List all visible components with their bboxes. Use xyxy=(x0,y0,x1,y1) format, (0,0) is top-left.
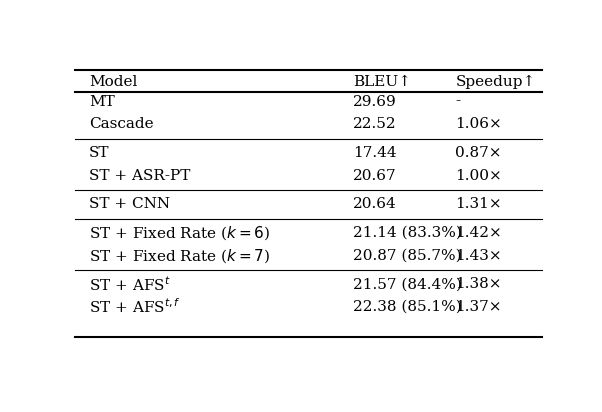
Text: 20.64: 20.64 xyxy=(353,197,397,211)
Text: Speedup↑: Speedup↑ xyxy=(456,75,536,89)
Text: ST: ST xyxy=(89,146,110,160)
Text: ST + Fixed Rate ($k = 6$): ST + Fixed Rate ($k = 6$) xyxy=(89,224,270,242)
Text: 1.31×: 1.31× xyxy=(456,197,502,211)
Text: 1.38×: 1.38× xyxy=(456,277,502,291)
Text: -: - xyxy=(456,94,461,108)
Text: 22.52: 22.52 xyxy=(353,117,397,131)
Text: ST + AFS$^t$: ST + AFS$^t$ xyxy=(89,275,171,294)
Text: 1.37×: 1.37× xyxy=(456,300,502,314)
Text: 1.00×: 1.00× xyxy=(456,169,502,183)
Text: Cascade: Cascade xyxy=(89,117,154,131)
Text: 29.69: 29.69 xyxy=(353,94,397,108)
Text: ST + AFS$^{t,f}$: ST + AFS$^{t,f}$ xyxy=(89,298,181,316)
Text: ST + ASR-PT: ST + ASR-PT xyxy=(89,169,191,183)
Text: 1.42×: 1.42× xyxy=(456,226,502,240)
Text: 21.57 (84.4%): 21.57 (84.4%) xyxy=(353,277,462,291)
Text: 20.67: 20.67 xyxy=(353,169,397,183)
Text: 1.06×: 1.06× xyxy=(456,117,502,131)
Text: ST + CNN: ST + CNN xyxy=(89,197,170,211)
Text: Model: Model xyxy=(89,75,138,89)
Text: ST + Fixed Rate ($k = 7$): ST + Fixed Rate ($k = 7$) xyxy=(89,247,270,265)
Text: 21.14 (83.3%): 21.14 (83.3%) xyxy=(353,226,462,240)
Text: 17.44: 17.44 xyxy=(353,146,397,160)
Text: 20.87 (85.7%): 20.87 (85.7%) xyxy=(353,249,462,263)
Text: 1.43×: 1.43× xyxy=(456,249,502,263)
Text: 0.87×: 0.87× xyxy=(456,146,502,160)
Text: 22.38 (85.1%): 22.38 (85.1%) xyxy=(353,300,462,314)
Text: BLEU↑: BLEU↑ xyxy=(353,75,411,89)
Text: MT: MT xyxy=(89,94,115,108)
